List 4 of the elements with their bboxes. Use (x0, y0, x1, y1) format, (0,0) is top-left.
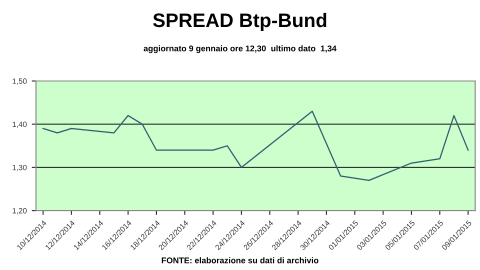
chart-title: SPREAD Btp-Bund (153, 12, 326, 32)
source-note: FONTE: elaborazione su dati di archivio (162, 257, 318, 264)
chart-subtitle: aggiornato 9 gennaio ore 12,30 ultimo dato 1,34 (144, 45, 337, 54)
line-series (42, 110, 469, 181)
